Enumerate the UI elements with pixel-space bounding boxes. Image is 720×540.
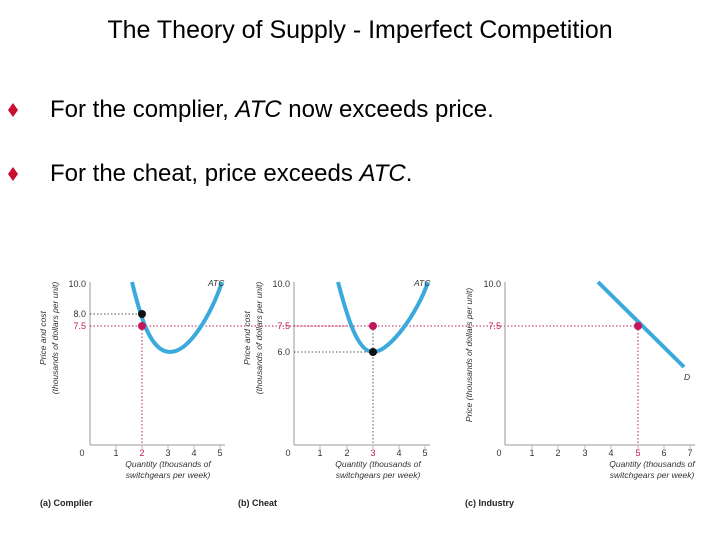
y-tick-cost: 8.0: [73, 309, 86, 319]
x-axis-label: switchgears per week): [126, 470, 211, 480]
atc-curve: [130, 281, 224, 355]
x-axis-label: switchgears per week): [336, 470, 421, 480]
panel-industry: 0 1 2 3 4 5 6 7 10.0 7.5 Price (thousand…: [464, 279, 696, 508]
atc-label: ATC: [207, 278, 225, 288]
panel-complier: 0 1 2 3 4 5 10.0 8.0 7.5 Price and cost …: [38, 278, 350, 508]
cost-point: [369, 348, 377, 356]
y-tick-price: 7.5: [277, 321, 290, 331]
x-tick: 4: [396, 448, 401, 458]
x-axis-label: Quantity (thousands of: [609, 459, 696, 469]
bullet-diamond-icon: [8, 103, 18, 117]
x-tick: 6: [661, 448, 666, 458]
bullet-cheat: For the cheat, price exceeds ATC.: [8, 160, 412, 188]
y-tick: 10.0: [68, 279, 86, 289]
y-axis-label: Price and cost: [242, 310, 252, 364]
x-tick: 0: [79, 448, 84, 458]
bullet-text: For the complier, ATC now exceeds price.: [50, 96, 494, 123]
x-tick: 1: [113, 448, 118, 458]
bullet-complier: For the complier, ATC now exceeds price.: [8, 96, 494, 124]
panel-cheat: 0 1 2 3 4 5 10.0 7.5 6.0 Price and cost …: [238, 278, 640, 508]
x-tick-quantity: 2: [139, 448, 144, 458]
slide-title: The Theory of Supply - Imperfect Competi…: [107, 16, 613, 44]
x-tick: 4: [191, 448, 196, 458]
y-axis-label: Price (thousands of dollars per unit): [464, 288, 474, 422]
panel-caption: (c) Industry: [465, 498, 514, 508]
price-point: [634, 322, 642, 330]
x-tick: 0: [496, 448, 501, 458]
x-axis-label: Quantity (thousands of: [335, 459, 422, 469]
x-tick: 5: [217, 448, 222, 458]
x-tick: 1: [317, 448, 322, 458]
y-tick-cost: 6.0: [277, 347, 290, 357]
y-axis-label: (thousands of dollars per unit): [254, 282, 264, 395]
cost-point: [138, 310, 146, 318]
x-axis-label: switchgears per week): [610, 470, 695, 480]
y-tick: 10.0: [272, 279, 290, 289]
demand-label: D: [684, 372, 690, 382]
bullet-text: For the cheat, price exceeds ATC.: [50, 160, 413, 187]
atc-label: ATC: [413, 278, 431, 288]
y-axis-label: (thousands of dollars per unit): [50, 282, 60, 395]
atc-curve: [336, 281, 430, 355]
panel-caption: (a) Complier: [40, 498, 93, 508]
x-tick: 4: [608, 448, 613, 458]
price-point: [369, 322, 377, 330]
x-tick: 3: [165, 448, 170, 458]
bullet-diamond-icon: [8, 167, 18, 181]
x-tick: 2: [344, 448, 349, 458]
x-tick: 2: [555, 448, 560, 458]
x-tick-quantity: 5: [635, 448, 640, 458]
x-tick: 3: [582, 448, 587, 458]
y-tick-price: 7.5: [73, 321, 86, 331]
x-tick-quantity: 3: [370, 448, 375, 458]
panel-caption: (b) Cheat: [238, 498, 277, 508]
price-point: [138, 322, 146, 330]
x-tick: 5: [422, 448, 427, 458]
y-tick: 10.0: [483, 279, 501, 289]
x-tick: 0: [285, 448, 290, 458]
y-tick-price: 7.5: [488, 321, 501, 331]
x-tick: 1: [529, 448, 534, 458]
x-axis-label: Quantity (thousands of: [125, 459, 212, 469]
x-tick: 7: [687, 448, 692, 458]
y-axis-label: Price and cost: [38, 310, 48, 364]
